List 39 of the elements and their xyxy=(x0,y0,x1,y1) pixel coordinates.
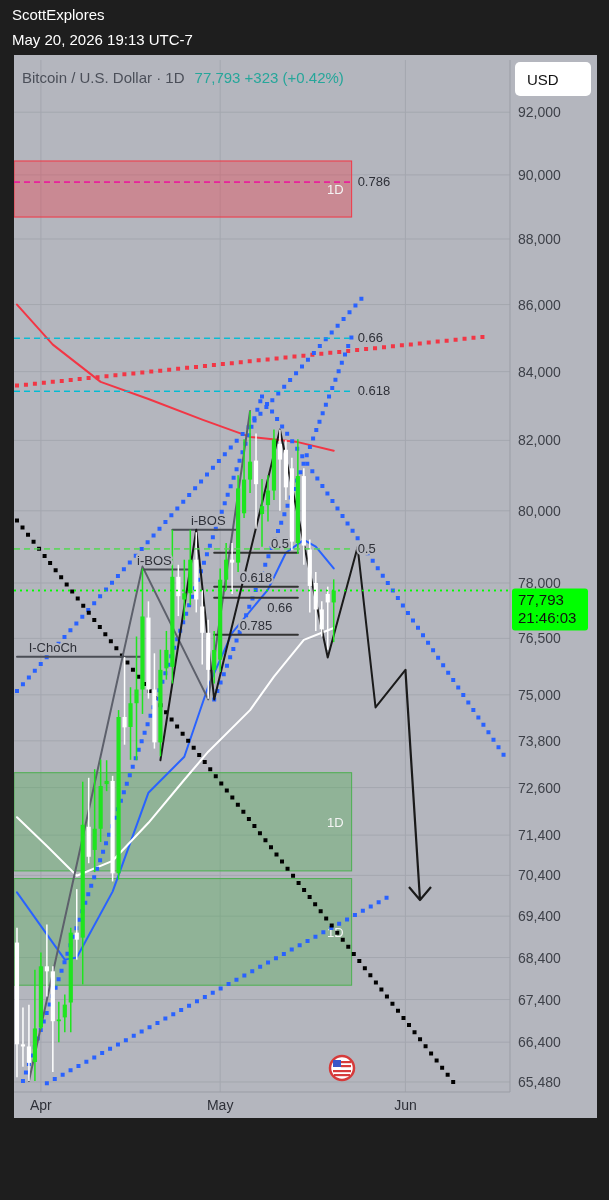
y-tick-label: 88,000 xyxy=(518,230,562,247)
y-tick-label: 82,000 xyxy=(518,432,562,449)
y-tick-label: 86,000 xyxy=(518,296,562,313)
y-tick-label: 76,500 xyxy=(518,630,562,647)
y-tick-label: 73,800 xyxy=(518,732,562,749)
ref-line-label: 77,793 21:46:03 xyxy=(518,590,577,626)
y-tick-label: 66,400 xyxy=(518,1034,562,1051)
y-tick-label: 72,600 xyxy=(518,779,562,796)
annotation: 0.66 xyxy=(267,599,293,615)
annotation: I-ChoCh xyxy=(28,639,78,655)
y-tick-label: 84,000 xyxy=(518,363,562,380)
y-tick-label: 90,000 xyxy=(518,166,562,183)
y-tick-label: 67,400 xyxy=(518,991,562,1008)
y-tick-label: 70,400 xyxy=(518,867,562,884)
y-tick-label: 78,000 xyxy=(518,574,562,591)
text: USD xyxy=(515,62,591,96)
annotation: 0.5 xyxy=(270,535,289,551)
y-tick-label: 80,000 xyxy=(518,502,562,519)
text: Bitcoin / U.S. Dollar · 1D xyxy=(22,69,185,86)
y-tick-label: 65,480 xyxy=(518,1073,562,1090)
band-label: 1D xyxy=(327,182,344,198)
annotation: 0.618 xyxy=(357,383,391,399)
text: ScottExplores xyxy=(12,6,105,23)
y-tick-label: 75,000 xyxy=(518,686,562,703)
x-tick-label: May xyxy=(206,1096,234,1113)
y-tick-label: 69,400 xyxy=(518,908,562,925)
annotation: i-BOS xyxy=(190,512,226,528)
annotation: 0.66 xyxy=(357,330,383,346)
x-tick-label: Jun xyxy=(394,1096,417,1113)
band-label: 1D xyxy=(327,814,344,830)
x-tick-label: Apr xyxy=(29,1096,53,1113)
y-tick-label: 68,400 xyxy=(518,949,562,966)
y-tick-label: 92,000 xyxy=(518,104,562,121)
text: May 20, 2026 19:13 UTC-7 xyxy=(12,31,193,48)
annotation: 0.786 xyxy=(357,174,391,190)
text: 77,793 +323 (+0.42%) xyxy=(194,69,344,86)
annotation: i-BOS xyxy=(137,552,173,568)
y-tick-label: 71,400 xyxy=(518,827,562,844)
annotation: 0.785 xyxy=(239,617,273,633)
